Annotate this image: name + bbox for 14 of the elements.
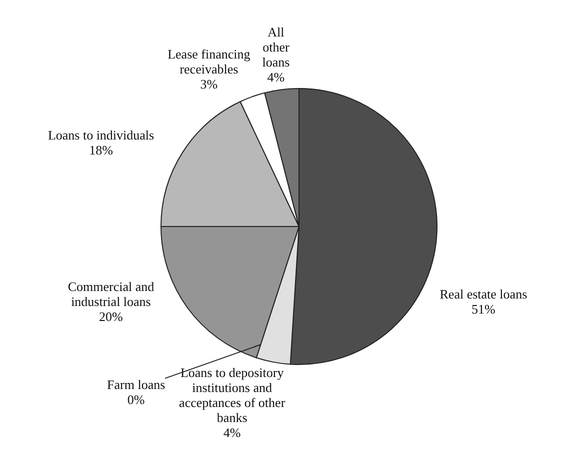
text: 0% bbox=[127, 392, 145, 408]
data-label: 3% bbox=[200, 76, 218, 92]
slice-label: Real estate loans bbox=[440, 286, 528, 302]
slice-label: All other loans bbox=[262, 24, 290, 70]
data-label: 4% bbox=[223, 424, 241, 440]
data-label: 4% bbox=[267, 70, 285, 85]
category-label: Farm loans bbox=[107, 377, 166, 392]
slice-label: Loans to depository institutions and acceptances of other banks bbox=[179, 364, 286, 425]
slice-label: Commercial and industrial loans bbox=[68, 278, 155, 309]
slice-label: Loans to individuals bbox=[48, 128, 154, 143]
data-label: 18% bbox=[89, 142, 114, 158]
data-label: 51% bbox=[472, 301, 496, 316]
slice-label: Lease financing receivables bbox=[168, 46, 251, 77]
data-label: 20% bbox=[99, 308, 124, 324]
